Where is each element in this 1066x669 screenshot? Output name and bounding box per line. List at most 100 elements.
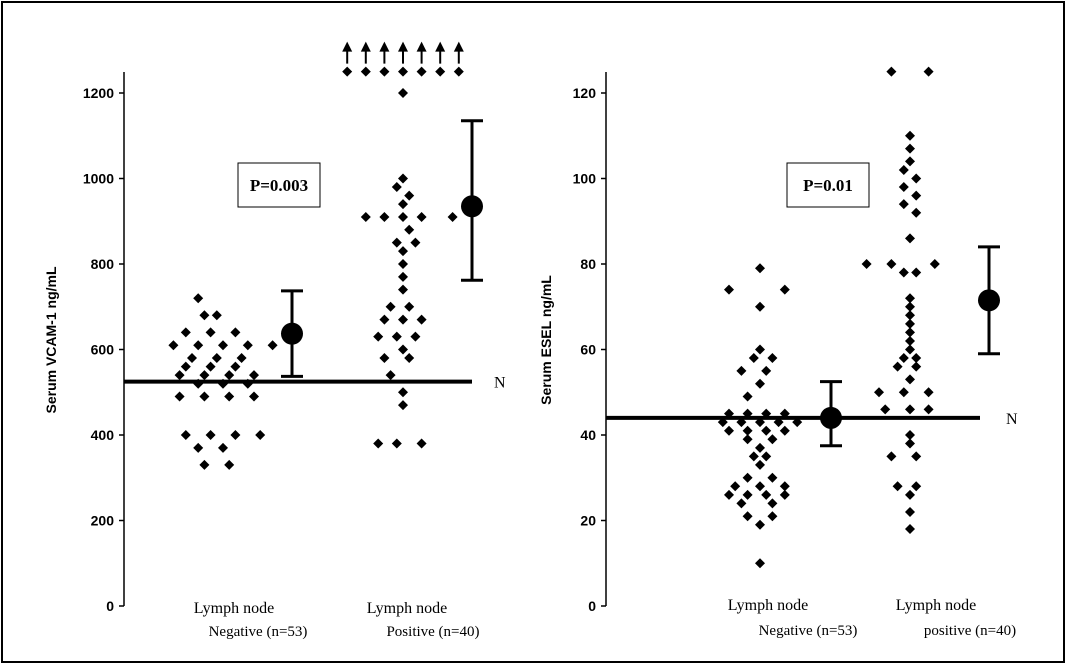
data-point [761, 451, 772, 462]
data-point [911, 173, 922, 184]
data-point [398, 173, 408, 184]
group-label-line1: Lymph node [367, 600, 447, 617]
data-point [905, 301, 915, 312]
p-value-box [786, 162, 870, 208]
data-point [905, 318, 915, 329]
data-point [761, 408, 772, 419]
data-point [391, 438, 402, 449]
panel-esel: 0 20 40 60 80 100 120 Serum ESEL ng/mL N P=0.01 Ly… [538, 66, 1018, 639]
data-point [911, 353, 922, 364]
data-point [224, 391, 235, 402]
overflow-arrowhead [342, 41, 353, 52]
data-point [205, 327, 216, 338]
data-point [905, 344, 915, 355]
data-point [391, 237, 402, 248]
p-value-text: P=0.003 [250, 176, 308, 195]
data-point [385, 370, 396, 381]
data-point [767, 472, 778, 483]
data-point [905, 293, 915, 304]
data-point [898, 199, 909, 210]
data-point [892, 481, 903, 492]
data-point [911, 451, 922, 462]
data-point [905, 335, 915, 346]
overflow-arrowhead [435, 41, 446, 52]
data-point [724, 284, 734, 295]
data-point [773, 417, 784, 428]
data-point [193, 378, 204, 389]
data-point [742, 425, 753, 436]
data-point [767, 434, 778, 445]
data-point [724, 489, 734, 500]
data-point [211, 310, 222, 321]
data-point [447, 211, 458, 222]
data-point [898, 182, 909, 193]
y-axis-label: Serum VCAM-1 ng/mL [43, 266, 59, 413]
data-point [224, 459, 235, 470]
data-point [193, 340, 204, 351]
data-point [224, 370, 235, 381]
data-point [218, 378, 228, 389]
data-point [180, 430, 191, 440]
y-tick-label: 1200 [83, 85, 114, 101]
y-tick-label: 0 [106, 598, 114, 614]
data-point [898, 267, 909, 278]
data-point [929, 259, 940, 269]
data-point [736, 365, 747, 376]
data-point [174, 370, 185, 381]
data-point [398, 400, 408, 411]
data-point [435, 66, 446, 77]
data-point [905, 506, 915, 517]
data-point [717, 417, 728, 428]
data-point [379, 211, 390, 222]
data-point [342, 66, 353, 77]
data-point [905, 524, 915, 535]
data-point [736, 498, 747, 509]
overflow-arrowhead [453, 41, 464, 52]
y-axis-label: Serum ESEL ng/mL [538, 275, 554, 405]
data-point [905, 143, 915, 154]
data-point [416, 438, 427, 449]
data-point [404, 190, 415, 201]
data-point [416, 66, 427, 77]
group-label-line2: positive (n=40) [924, 623, 1016, 639]
data-point [398, 66, 408, 77]
data-point [249, 370, 259, 381]
data-point [755, 301, 765, 312]
data-point [398, 284, 408, 295]
mean-marker [281, 322, 303, 345]
data-point [911, 361, 922, 372]
data-point [724, 425, 734, 436]
data-point [398, 199, 408, 210]
data-point [742, 472, 753, 483]
data-point [199, 459, 210, 470]
data-point [755, 417, 765, 428]
y-tick-label: 120 [573, 85, 597, 101]
data-point [898, 353, 909, 364]
data-point [187, 353, 197, 364]
data-point [410, 331, 421, 342]
data-point [398, 387, 408, 398]
data-point [755, 378, 765, 389]
data-point [398, 211, 408, 222]
data-point [205, 361, 216, 372]
data-point [404, 224, 415, 235]
p-value-box [237, 162, 321, 208]
data-point [779, 481, 790, 492]
data-point [742, 391, 753, 402]
data-point [755, 481, 765, 492]
y-tick-label: 1000 [83, 171, 114, 187]
reference-label: N [494, 375, 506, 392]
y-tick-label: 600 [91, 342, 115, 358]
data-point [230, 361, 241, 372]
data-point [779, 284, 790, 295]
data-point [911, 481, 922, 492]
y-tick-label: 800 [91, 256, 115, 272]
data-point [391, 182, 402, 193]
data-point [724, 408, 734, 419]
data-point [249, 391, 259, 402]
overflow-arrowhead [360, 41, 371, 52]
y-tick-label: 40 [580, 427, 596, 443]
data-point [905, 310, 915, 321]
